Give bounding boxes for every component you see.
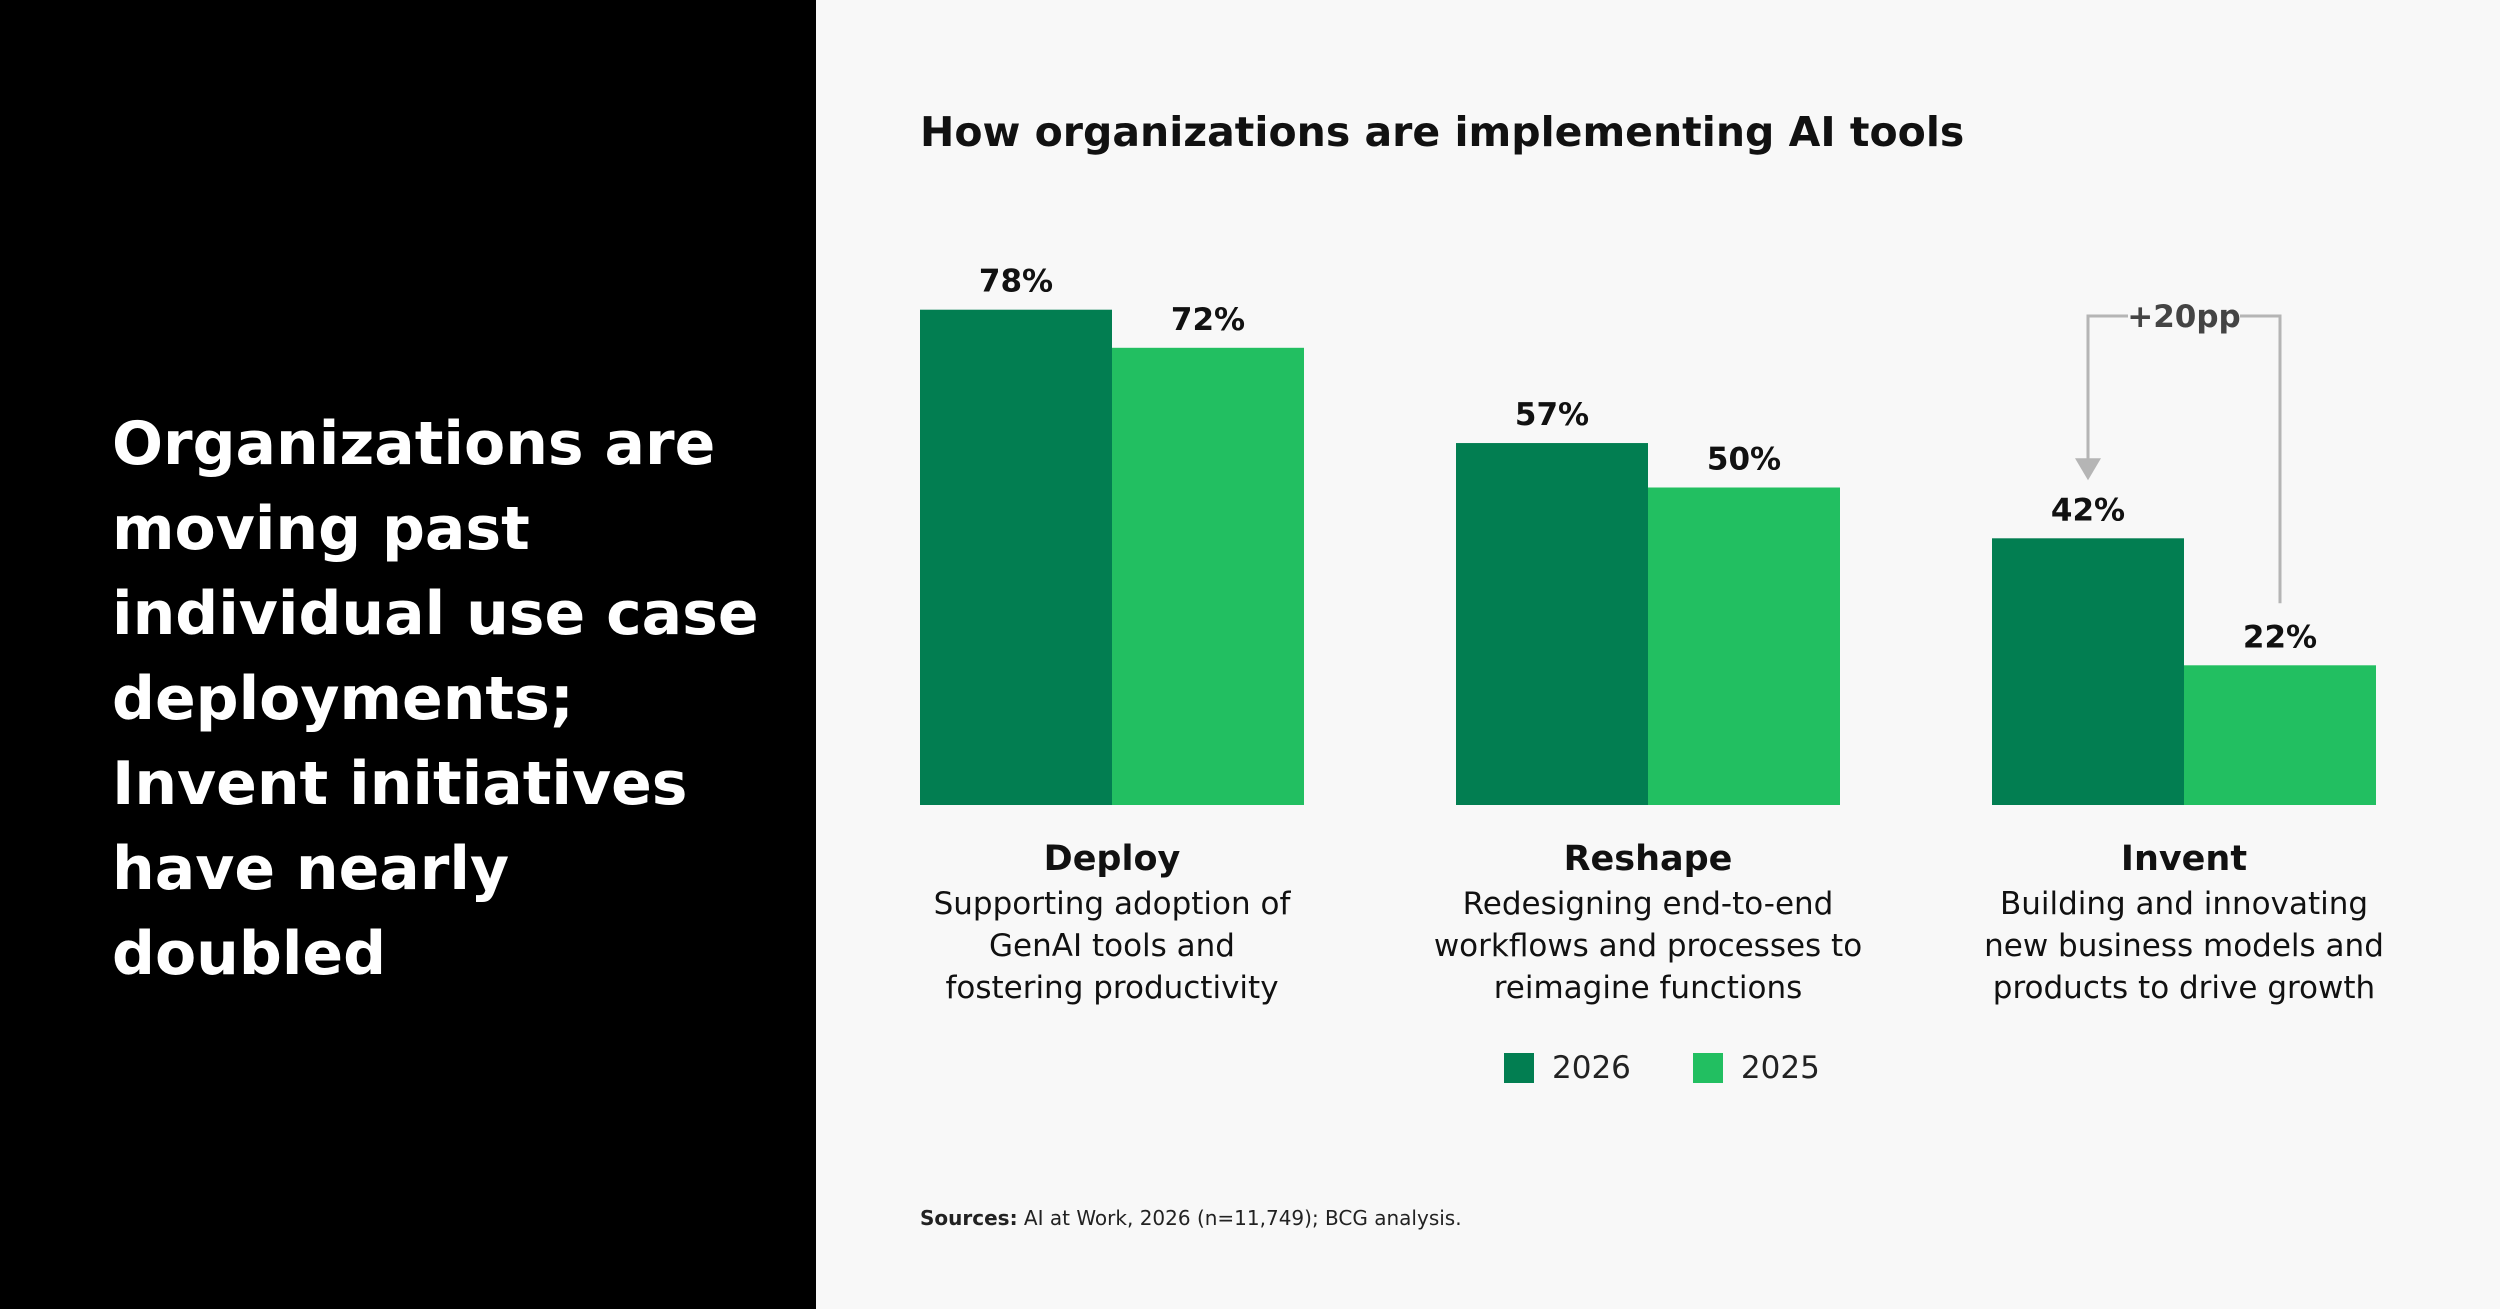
value-label-reshape-2026: 57%	[1515, 397, 1589, 433]
category-label-invent: Invent	[2121, 839, 2247, 879]
value-label-invent-2026: 42%	[2051, 492, 2125, 528]
left-panel: Organizations are moving past individual…	[0, 0, 816, 1309]
source-note: Sources: AI at Work, 2026 (n=11,749); BC…	[920, 1206, 1462, 1230]
legend-swatch-2025	[1692, 1053, 1723, 1083]
legend: 2026 2025	[1504, 1050, 1882, 1086]
category-desc-reshape-line1: Redesigning end-to-end	[1463, 886, 1834, 922]
source-label: Sources:	[920, 1206, 1018, 1230]
annotation-arrowhead	[2075, 458, 2101, 481]
bar-invent-2025	[2184, 665, 2376, 805]
category-desc-deploy-line1: Supporting adoption of	[934, 886, 1292, 922]
value-label-deploy-2026: 78%	[979, 264, 1053, 300]
category-desc-reshape-line3: reimagine functions	[1494, 970, 1803, 1006]
legend-label-2025: 2025	[1740, 1050, 1820, 1086]
value-label-deploy-2025: 72%	[1171, 302, 1245, 338]
category-desc-deploy-line2: GenAI tools and	[989, 928, 1235, 964]
bar-reshape-2026	[1456, 443, 1648, 805]
legend-item-2026: 2026	[1504, 1050, 1631, 1086]
category-desc-reshape-line2: workflows and processes to	[1434, 928, 1862, 964]
annotation-bracket-right	[2240, 314, 2282, 604]
chart-title: How organizations are implementing AI to…	[920, 108, 1965, 156]
value-label-reshape-2025: 50%	[1707, 442, 1781, 478]
bar-invent-2026	[1992, 538, 2184, 805]
category-label-reshape: Reshape	[1564, 839, 1733, 879]
legend-swatch-2026	[1504, 1053, 1534, 1083]
legend-item-2025: 2025	[1692, 1050, 1820, 1086]
annotation-bracket-left	[2086, 314, 2128, 461]
bar-deploy-2026	[920, 309, 1112, 805]
headline: Organizations are moving past individual…	[112, 409, 759, 989]
legend-label-2026: 2026	[1552, 1050, 1631, 1086]
annotation-label: +20pp	[2127, 299, 2241, 335]
category-desc-invent-line2: new business models and	[1984, 928, 2384, 964]
bar-deploy-2025	[1112, 347, 1304, 805]
category-desc-invent-line1: Building and innovating	[2000, 886, 2368, 922]
category-desc-invent-line3: products to drive growth	[1993, 970, 2375, 1006]
category-label-deploy: Deploy	[1044, 839, 1181, 879]
value-label-invent-2025: 22%	[2243, 619, 2317, 655]
bar-reshape-2025	[1648, 487, 1840, 805]
source-text: AI at Work, 2026 (n=11,749); BCG analysi…	[1017, 1206, 1462, 1230]
category-desc-deploy-line3: fostering productivity	[945, 970, 1278, 1006]
